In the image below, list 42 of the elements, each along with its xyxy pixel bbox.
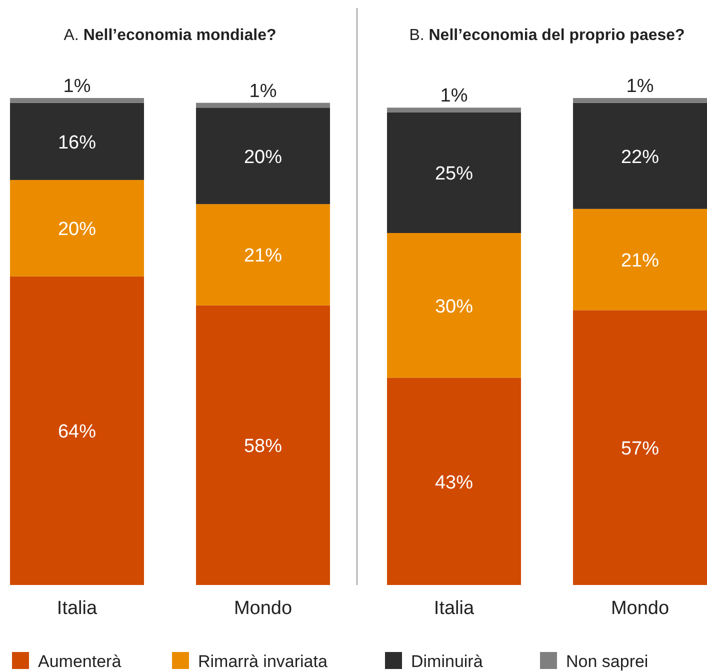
data-label: 22%: [620, 146, 660, 168]
data-label: 25%: [434, 164, 474, 185]
data-label: 21%: [620, 250, 660, 272]
data-label: 1%: [626, 76, 654, 97]
bar: [573, 310, 707, 585]
x-tick-label: Mondo: [610, 598, 670, 619]
chart-title: A. Nell’economia mondiale?: [64, 27, 276, 44]
bar: [387, 112, 521, 234]
data-label: 43%: [434, 472, 474, 494]
data-label: 58%: [244, 436, 282, 458]
bar: [196, 204, 330, 306]
legend-label: Diminuirà: [411, 652, 484, 671]
legend-label: Rimarrà invariata: [198, 652, 328, 671]
legend-label: Aumenterà: [38, 652, 122, 671]
data-label: 20%: [58, 219, 96, 240]
data-label: 57%: [620, 438, 660, 460]
chart-title: B. Nell’economia del proprio paese?: [409, 27, 685, 44]
bar: [10, 98, 144, 103]
data-label: 30%: [434, 296, 474, 318]
bar: [573, 98, 707, 103]
data-label: 21%: [244, 246, 282, 267]
x-tick-label: Italia: [56, 598, 98, 619]
data-label: 20%: [244, 146, 282, 168]
bar: [196, 102, 330, 108]
x-tick-label: Italia: [434, 598, 474, 619]
bar: [10, 276, 144, 585]
data-label: 1%: [440, 86, 468, 107]
bar: [196, 305, 330, 585]
data-label: 16%: [58, 132, 96, 154]
x-tick-label: Mondo: [234, 598, 292, 619]
bar: [387, 378, 521, 585]
bar: [10, 180, 144, 276]
data-label: 64%: [58, 422, 96, 443]
bar: [573, 102, 707, 209]
data-label: 1%: [63, 76, 91, 97]
bar: [387, 108, 521, 112]
data-label: 1%: [249, 80, 277, 102]
bar: [387, 233, 521, 378]
bar: [196, 108, 330, 204]
bar: [573, 208, 707, 310]
legend-label: Non saprei: [566, 652, 648, 671]
bar: [10, 102, 144, 180]
